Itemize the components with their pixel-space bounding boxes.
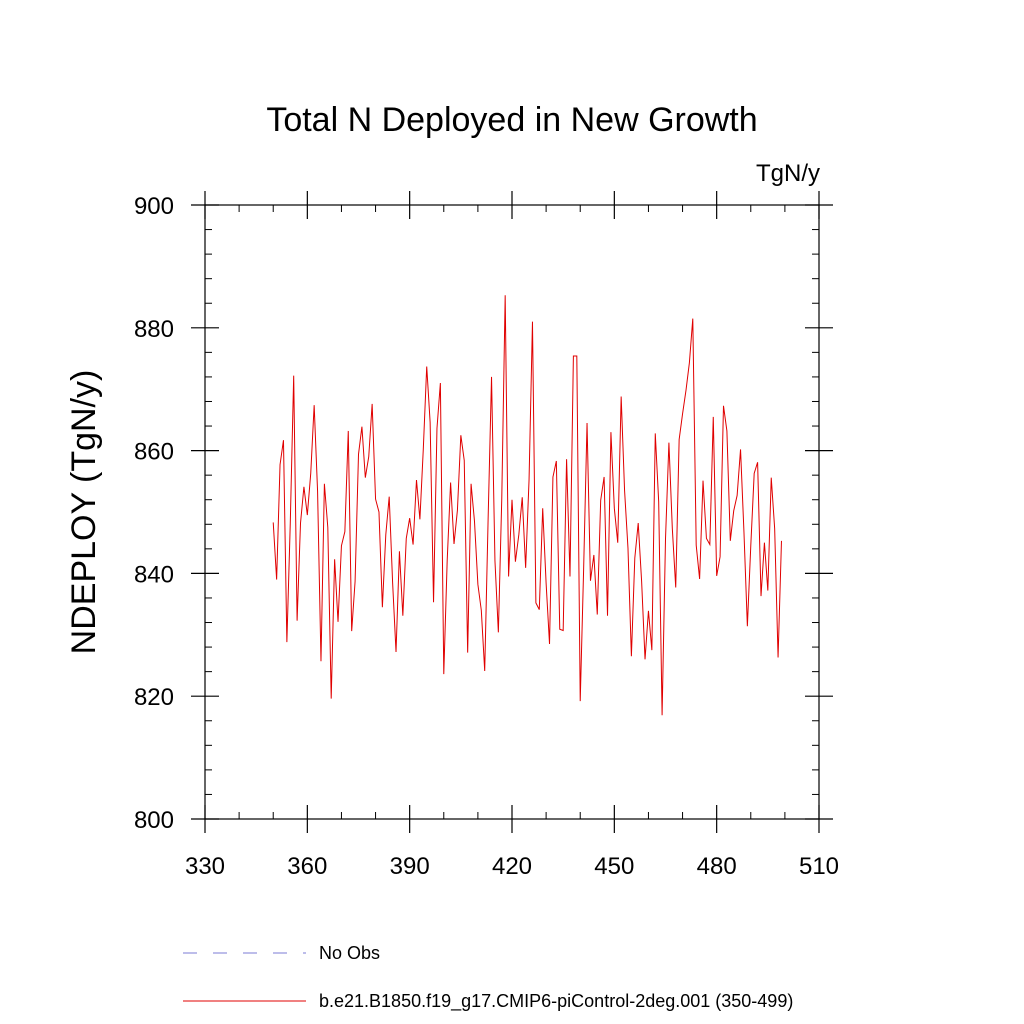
y-tick-label: 880 [134,316,174,343]
legend: No Obs b.e21.B1850.f19_g17.CMIP6-piContr… [183,943,793,1012]
series-line [272,295,782,716]
x-tick-label: 390 [390,853,430,880]
y-tick-label: 840 [134,561,174,588]
y-tick-label: 900 [134,193,174,220]
x-tick-label: 480 [697,853,737,880]
legend-label-no-obs: No Obs [319,943,380,963]
x-tick-label: 510 [799,853,839,880]
chart-title: Total N Deployed in New Growth [266,101,757,139]
x-tick-label: 360 [287,853,327,880]
x-axis-ticks: 330 360 390 420 450 480 510 [185,191,839,880]
x-tick-label: 420 [492,853,532,880]
x-tick-label: 450 [594,853,634,880]
y-tick-label: 820 [134,684,174,711]
y-tick-label: 800 [134,807,174,834]
series-layer [272,295,782,716]
y-tick-label: 860 [134,439,174,466]
units-label: TgN/y [756,160,820,187]
x-tick-label: 330 [185,853,225,880]
y-axis-label: NDEPLOY (TgN/y) [65,370,103,655]
plot-frame [204,204,820,820]
legend-label-model: b.e21.B1850.f19_g17.CMIP6-piControl-2deg… [319,991,793,1012]
y-axis-ticks: 800 820 840 860 880 900 [134,193,833,834]
